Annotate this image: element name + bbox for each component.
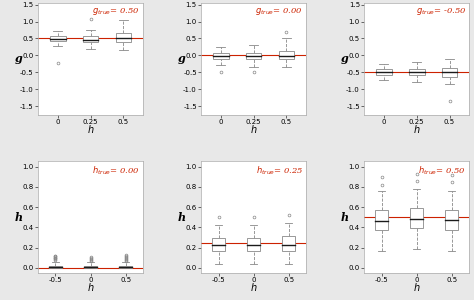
FancyBboxPatch shape [49,266,62,268]
Text: h: h [341,212,349,223]
FancyBboxPatch shape [376,69,392,75]
FancyBboxPatch shape [247,238,260,251]
X-axis label: h: h [88,125,93,135]
X-axis label: h: h [414,125,419,135]
Text: g: g [15,53,23,64]
FancyBboxPatch shape [50,36,65,41]
FancyBboxPatch shape [442,68,457,77]
Text: $g_{true}$= 0.50: $g_{true}$= 0.50 [92,6,140,17]
Text: h: h [15,212,23,223]
Text: $h_{true}$= 0.00: $h_{true}$= 0.00 [92,165,140,177]
Text: g: g [178,53,186,64]
X-axis label: h: h [251,125,256,135]
FancyBboxPatch shape [446,210,458,230]
FancyBboxPatch shape [375,210,388,230]
Text: $g_{true}$= -0.50: $g_{true}$= -0.50 [416,6,466,17]
FancyBboxPatch shape [279,51,294,59]
FancyBboxPatch shape [410,208,423,228]
X-axis label: h: h [251,283,256,293]
FancyBboxPatch shape [213,53,228,59]
FancyBboxPatch shape [84,266,97,268]
Text: $h_{true}$= 0.25: $h_{true}$= 0.25 [256,165,303,177]
FancyBboxPatch shape [116,33,131,42]
Text: h: h [178,212,186,223]
FancyBboxPatch shape [119,266,132,268]
FancyBboxPatch shape [246,53,262,59]
FancyBboxPatch shape [212,238,225,251]
FancyBboxPatch shape [409,69,425,75]
X-axis label: h: h [414,283,419,293]
Text: $g_{true}$= 0.00: $g_{true}$= 0.00 [255,6,303,17]
Text: $h_{true}$= 0.50: $h_{true}$= 0.50 [419,165,466,177]
X-axis label: h: h [88,283,93,293]
Text: g: g [341,53,349,64]
FancyBboxPatch shape [82,36,99,42]
FancyBboxPatch shape [283,236,295,251]
